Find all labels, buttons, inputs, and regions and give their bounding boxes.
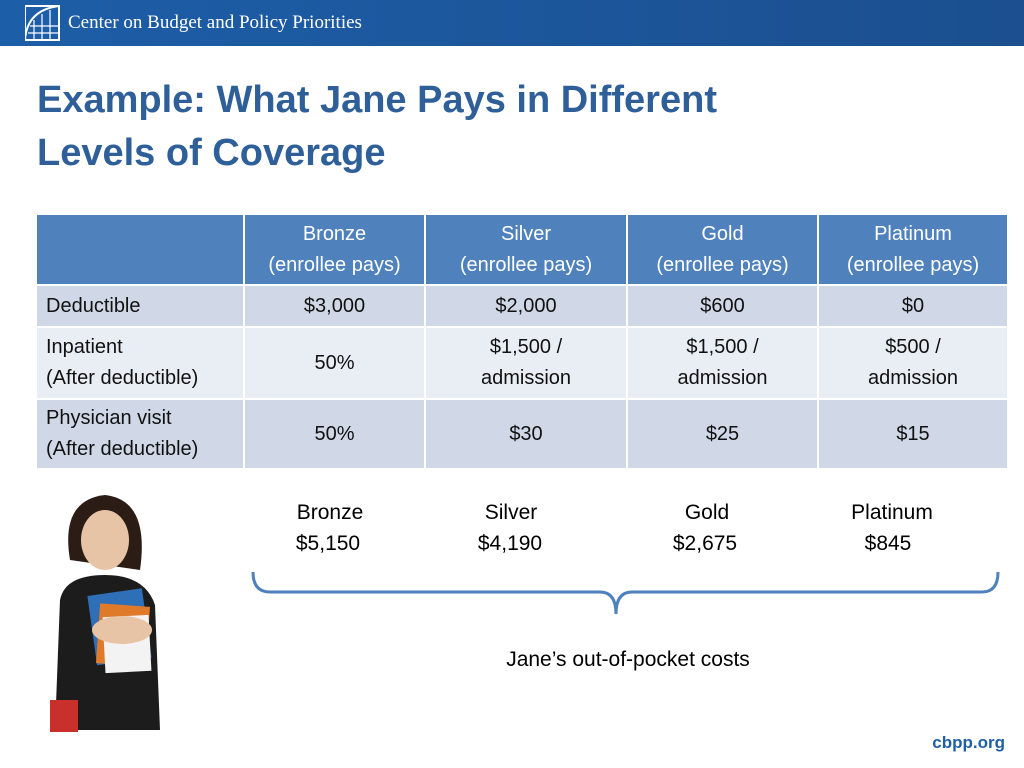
cell: $2,000 bbox=[424, 284, 628, 328]
cell-line: $1,500 / bbox=[489, 336, 563, 358]
coverage-table: Bronze (enrollee pays) Silver (enrollee pay… bbox=[35, 213, 1009, 470]
cell: $3,000 bbox=[243, 284, 426, 328]
header-line: Platinum bbox=[874, 222, 952, 245]
cell-line: $3,000 bbox=[303, 294, 366, 317]
cost-item: Platinum $845 bbox=[822, 497, 962, 559]
column-header: Silver (enrollee pays) bbox=[424, 213, 628, 286]
cost-item: Bronze $5,150 bbox=[260, 497, 400, 559]
row-label: Inpatient (After deductible) bbox=[35, 326, 245, 400]
student-figure bbox=[50, 495, 160, 732]
caption: Jane’s out-of-pocket costs bbox=[506, 648, 750, 671]
slide-title: Example: What Jane Pays in Different Lev… bbox=[37, 74, 717, 180]
column-header bbox=[35, 213, 245, 286]
cost-item: Gold $2,675 bbox=[637, 497, 777, 559]
column-header: Gold (enrollee pays) bbox=[626, 213, 819, 286]
plan-amount: $5,150 bbox=[295, 532, 361, 555]
cell: $0 bbox=[817, 284, 1009, 328]
cell: $1,500 / admission bbox=[424, 326, 628, 400]
cost-item: Silver $4,190 bbox=[441, 497, 581, 559]
cell-line: $15 bbox=[896, 422, 930, 445]
header-line: (enrollee pays) bbox=[268, 253, 401, 276]
cell-line: admission bbox=[677, 367, 768, 389]
cell: $15 bbox=[817, 398, 1009, 470]
table-row: Inpatient (After deductible) 50% $1,500 / ad… bbox=[35, 326, 1009, 400]
row-label: Deductible bbox=[35, 284, 245, 328]
cell: $30 bbox=[424, 398, 628, 470]
cell: 50% bbox=[243, 326, 426, 400]
title-line: Levels of Coverage bbox=[37, 132, 386, 174]
cell-line: $600 bbox=[700, 294, 745, 317]
cell-line: (After deductible) bbox=[46, 438, 199, 460]
cell-line: (After deductible) bbox=[46, 367, 199, 389]
cell-line: $2,000 bbox=[495, 294, 557, 317]
title-line: Example: What Jane Pays in Different bbox=[37, 79, 717, 121]
cell-line: 50% bbox=[314, 422, 355, 445]
header-line: Silver bbox=[500, 222, 551, 245]
header-bar: Center on Budget and Policy Priorities bbox=[0, 0, 1024, 46]
plan-name: Platinum bbox=[851, 501, 933, 524]
table-row: Physician visit (After deductible) 50% $30 $… bbox=[35, 398, 1009, 470]
plan-name: Gold bbox=[684, 501, 730, 524]
cell-line: $500 / bbox=[885, 336, 941, 358]
plan-amount: $2,675 bbox=[672, 532, 738, 555]
row-label: Physician visit (After deductible) bbox=[35, 398, 245, 470]
header-line: Gold bbox=[701, 222, 744, 245]
logo bbox=[25, 5, 60, 41]
cell-line: Deductible bbox=[46, 294, 141, 317]
column-header: Bronze (enrollee pays) bbox=[243, 213, 426, 286]
cell-line: admission bbox=[867, 367, 959, 389]
footer-site: cbpp.org bbox=[932, 733, 1005, 752]
cell: $25 bbox=[626, 398, 819, 470]
plan-name: Silver bbox=[484, 501, 538, 524]
cell: $1,500 / admission bbox=[626, 326, 819, 400]
column-header: Platinum (enrollee pays) bbox=[817, 213, 1009, 286]
cell: 50% bbox=[243, 398, 426, 470]
cell: $500 / admission bbox=[817, 326, 1009, 400]
cell-line: $1,500 / bbox=[686, 336, 759, 358]
cell-line: $30 bbox=[509, 422, 543, 445]
header-row: Bronze (enrollee pays) Silver (enrollee pay… bbox=[35, 213, 1009, 286]
header-line: (enrollee pays) bbox=[459, 253, 593, 276]
org-name: Center on Budget and Policy Priorities bbox=[68, 12, 362, 33]
cell-line: $0 bbox=[901, 294, 925, 317]
header-line: (enrollee pays) bbox=[656, 253, 789, 276]
header-line: (enrollee pays) bbox=[846, 253, 980, 276]
plan-name: Bronze bbox=[296, 501, 364, 524]
cell-line: Physician visit bbox=[46, 407, 172, 429]
header-line: Bronze bbox=[302, 222, 367, 245]
table-row: Deductible $3,000 $2,000 $600 $0 bbox=[35, 284, 1009, 328]
cell-line: $25 bbox=[705, 422, 740, 445]
plan-amount: $845 bbox=[864, 532, 912, 555]
plan-amount: $4,190 bbox=[477, 532, 543, 555]
cell-line: 50% bbox=[314, 351, 355, 374]
cell-line: admission bbox=[480, 367, 572, 389]
cell: $600 bbox=[626, 284, 819, 328]
cell-line: Inpatient bbox=[46, 336, 123, 358]
